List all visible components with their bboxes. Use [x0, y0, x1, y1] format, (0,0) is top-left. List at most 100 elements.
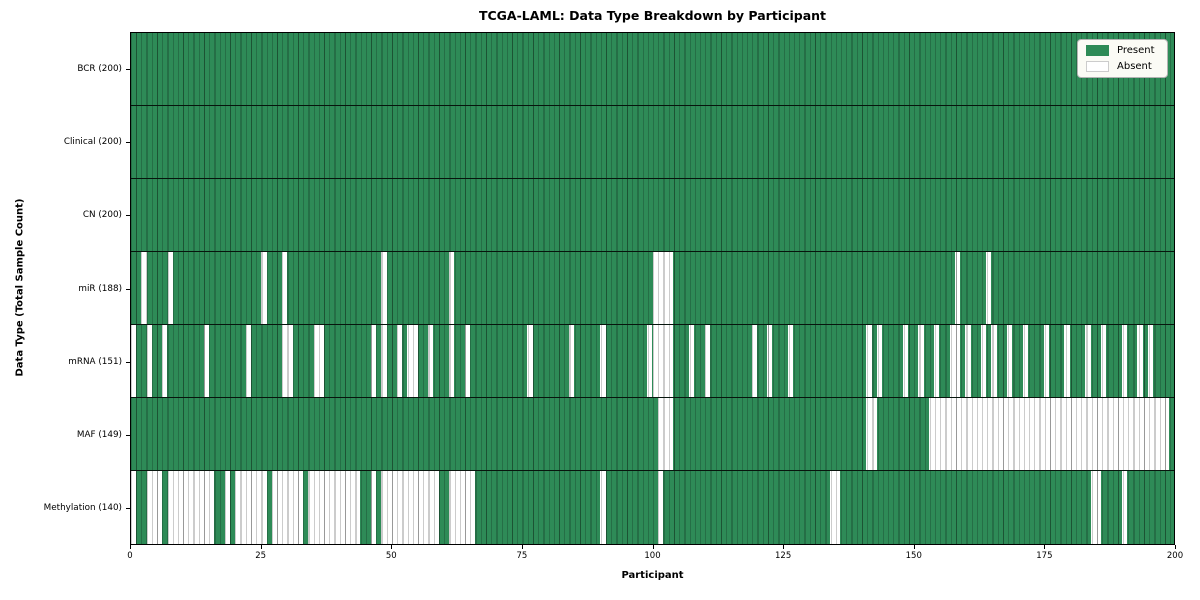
- x-tick-mark: [260, 545, 262, 549]
- absent-cell: [1121, 470, 1128, 544]
- x-tick-mark: [1175, 545, 1176, 549]
- absent-cell: [647, 324, 653, 397]
- absent-cell: [1022, 397, 1028, 470]
- absent-cell: [193, 470, 199, 544]
- absent-cell: [954, 324, 961, 397]
- absent-cell: [287, 324, 293, 397]
- legend: Present Absent: [1077, 39, 1168, 78]
- absent-cell: [308, 470, 314, 544]
- absent-cell: [1153, 397, 1159, 470]
- absent-cell: [934, 397, 940, 470]
- absent-cell: [323, 470, 330, 544]
- absent-cell: [751, 324, 757, 397]
- y-tick-mark: [126, 141, 130, 143]
- absent-cell: [282, 324, 288, 397]
- absent-cell: [1074, 397, 1081, 470]
- absent-cell: [600, 470, 606, 544]
- absent-cell: [934, 324, 940, 397]
- absent-cell: [1111, 397, 1117, 470]
- heatmap-row-MAF: [131, 397, 1174, 471]
- absent-cell: [423, 470, 429, 544]
- x-tick-label: 125: [775, 551, 792, 561]
- absent-cell: [939, 397, 945, 470]
- absent-cell: [167, 251, 173, 324]
- absent-cell: [386, 470, 392, 544]
- absent-cell: [1142, 397, 1148, 470]
- absent-cell: [287, 470, 293, 544]
- absent-cell: [996, 397, 1002, 470]
- absent-cell: [396, 470, 403, 544]
- absent-cell: [1054, 397, 1060, 470]
- absent-cell: [1147, 324, 1154, 397]
- absent-cell: [454, 470, 460, 544]
- y-tick-label: CN (200): [82, 210, 122, 221]
- absent-cell: [459, 470, 465, 544]
- absent-cell: [1100, 397, 1107, 470]
- absent-cell: [350, 470, 356, 544]
- absent-cell: [261, 251, 267, 324]
- y-tick-label: Methylation (140): [43, 503, 122, 514]
- absent-cell: [1085, 397, 1091, 470]
- legend-label-absent: Absent: [1117, 61, 1152, 72]
- x-tick-label: 175: [1036, 551, 1053, 561]
- absent-cell: [1038, 397, 1044, 470]
- absent-cell: [417, 470, 424, 544]
- y-tick-mark: [126, 215, 130, 217]
- x-tick-mark: [1044, 545, 1046, 549]
- absent-cell: [866, 397, 872, 470]
- heatmap-row-miR: [131, 251, 1174, 325]
- absent-cell: [1095, 470, 1101, 544]
- y-tick-mark: [126, 361, 130, 363]
- x-axis-label: Participant: [621, 570, 684, 581]
- absent-cell: [240, 470, 246, 544]
- absent-cell: [282, 251, 288, 324]
- absent-cell: [464, 324, 470, 397]
- absent-cell: [657, 397, 663, 470]
- absent-cell: [464, 470, 470, 544]
- absent-cell: [131, 324, 137, 397]
- absent-cell: [449, 251, 455, 324]
- absent-cell: [657, 251, 663, 324]
- legend-item-present: Present: [1086, 45, 1155, 56]
- absent-cell: [449, 324, 455, 397]
- absent-cell: [204, 324, 210, 397]
- absent-cell: [318, 470, 324, 544]
- y-tick-label: mRNA (151): [68, 356, 122, 367]
- x-tick-label: 75: [516, 551, 528, 561]
- absent-cell: [991, 397, 997, 470]
- absent-cell: [1147, 397, 1154, 470]
- y-tick-mark: [126, 288, 130, 290]
- absent-cell: [1012, 397, 1018, 470]
- absent-cell: [250, 470, 257, 544]
- absent-cell: [981, 397, 987, 470]
- absent-cell: [668, 324, 674, 397]
- absent-cell: [339, 470, 345, 544]
- absent-cell: [282, 470, 288, 544]
- x-tick-mark: [913, 545, 915, 549]
- absent-cell: [965, 397, 971, 470]
- absent-cell: [902, 324, 909, 397]
- absent-cell: [167, 470, 173, 544]
- absent-cell: [954, 397, 961, 470]
- legend-label-present: Present: [1117, 45, 1155, 56]
- absent-cell: [131, 470, 137, 544]
- x-tick-label: 150: [905, 551, 922, 561]
- absent-cell: [428, 470, 434, 544]
- absent-cell: [975, 397, 982, 470]
- absent-cell: [1064, 397, 1070, 470]
- absent-cell: [1043, 324, 1049, 397]
- absent-cell: [1085, 324, 1091, 397]
- absent-cell: [1121, 324, 1128, 397]
- x-tick-mark: [652, 545, 654, 549]
- absent-cell: [918, 324, 924, 397]
- absent-cell: [271, 470, 277, 544]
- absent-cell: [407, 470, 413, 544]
- y-tick-mark: [126, 68, 130, 70]
- absent-cell: [1007, 397, 1013, 470]
- absent-cell: [662, 251, 669, 324]
- absent-cell: [835, 470, 841, 544]
- absent-cell: [407, 324, 413, 397]
- absent-cell: [949, 324, 955, 397]
- cell-gridlines: [131, 178, 1174, 251]
